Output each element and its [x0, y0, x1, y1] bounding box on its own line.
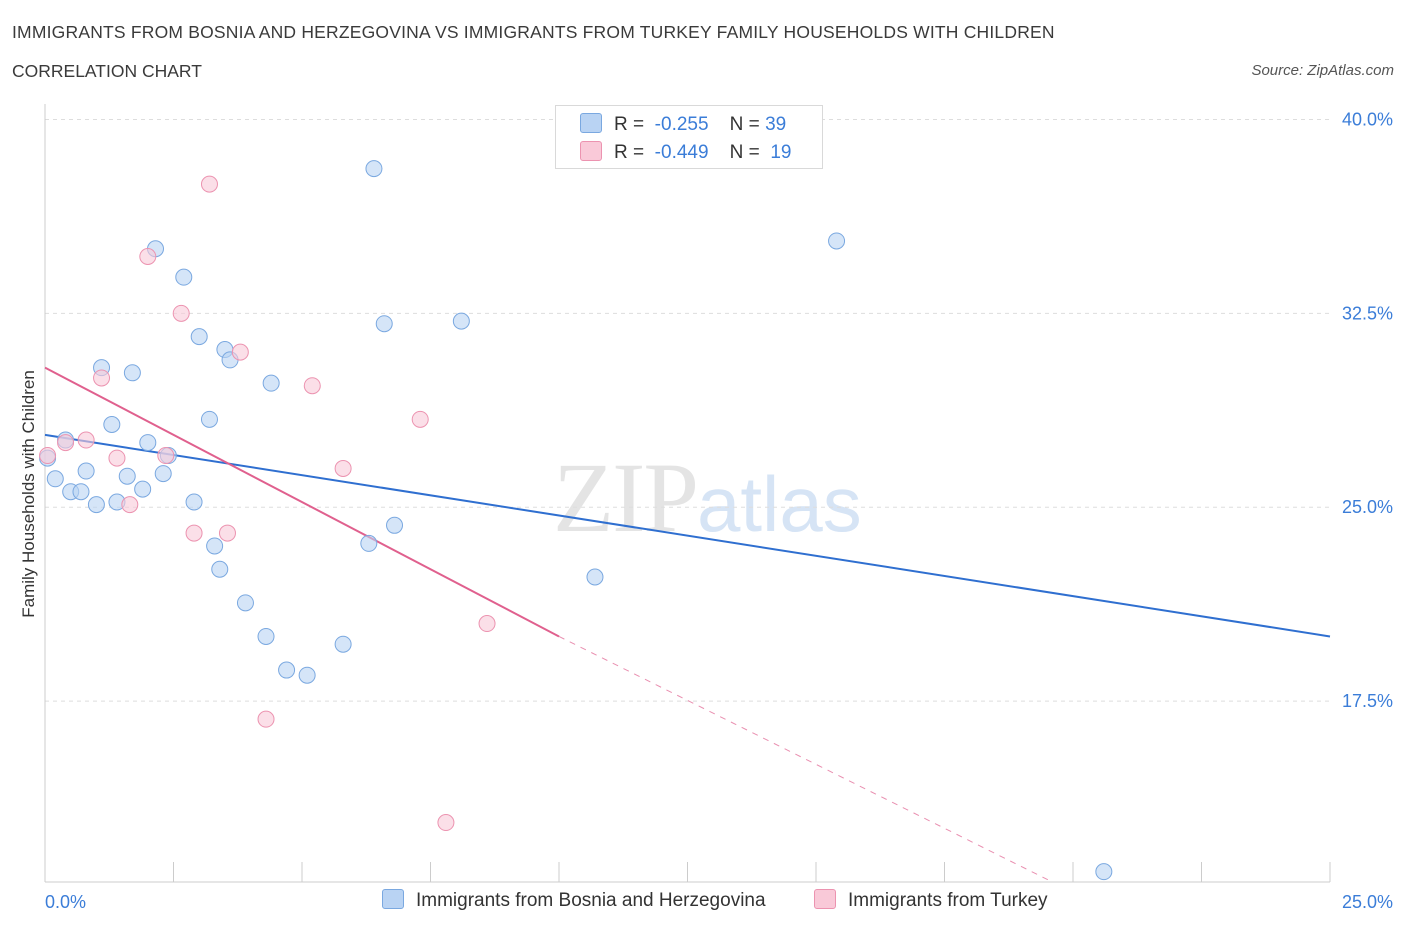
point-turkey — [200, 175, 218, 193]
point-turkey — [411, 410, 429, 428]
legend-item-bosnia: Immigrants from Bosnia and Herzegovina — [382, 889, 766, 912]
point-bosnia — [87, 496, 105, 514]
point-turkey — [303, 377, 321, 395]
point-bosnia — [211, 560, 229, 578]
point-bosnia — [118, 467, 136, 485]
point-bosnia — [190, 328, 208, 346]
trendline-turkey — [558, 636, 1053, 883]
point-bosnia — [360, 534, 378, 552]
stats-legend-row-turkey: R = -0.449 N = 19 — [580, 141, 791, 165]
point-bosnia — [278, 661, 296, 679]
trendline-turkey — [44, 366, 560, 638]
r-value: -0.449 — [654, 142, 709, 163]
trendline-bosnia — [44, 433, 1331, 638]
point-bosnia — [72, 483, 90, 501]
chart-title: IMMIGRANTS FROM BOSNIA AND HERZEGOVINA V… — [12, 22, 1055, 42]
r-value: -0.255 — [654, 114, 709, 135]
point-turkey — [57, 434, 75, 452]
point-bosnia — [123, 364, 141, 382]
point-turkey — [157, 447, 175, 465]
point-turkey — [172, 304, 190, 322]
point-turkey — [218, 524, 236, 542]
point-turkey — [121, 496, 139, 514]
point-turkey — [231, 343, 249, 361]
point-turkey — [108, 449, 126, 467]
stats-legend: R = -0.255 N = 39 R = -0.449 N = 19 — [555, 105, 823, 169]
x-tick-label: 25.0% — [1342, 892, 1393, 912]
point-turkey — [257, 710, 275, 728]
legend-label: Immigrants from Bosnia and Herzegovina — [416, 890, 766, 911]
n-label: N = — [729, 142, 760, 163]
y-tick-label: 25.0% — [1342, 497, 1393, 517]
watermark-atlas: atlas — [697, 460, 862, 548]
point-bosnia — [154, 465, 172, 483]
y-tick-label: 17.5% — [1342, 691, 1393, 711]
point-turkey — [77, 431, 95, 449]
zipatlas-watermark: ZIPatlas — [553, 440, 862, 555]
point-bosnia — [134, 480, 152, 498]
point-bosnia — [236, 594, 254, 612]
point-turkey — [139, 247, 157, 265]
point-bosnia — [200, 410, 218, 428]
point-bosnia — [257, 627, 275, 645]
stats-legend-row-bosnia: R = -0.255 N = 39 — [580, 113, 786, 137]
chart-subtitle: CORRELATION CHART — [12, 61, 202, 81]
point-bosnia — [1095, 863, 1113, 881]
point-bosnia — [586, 568, 604, 586]
point-turkey — [185, 524, 203, 542]
bosnia-swatch — [580, 113, 602, 133]
point-bosnia — [298, 666, 316, 684]
n-label: N = — [729, 114, 760, 135]
y-tick-label: 40.0% — [1342, 110, 1393, 130]
tick-labels: 40.0% 32.5% 25.0% 17.5% 0.0% 25.0% — [45, 110, 1393, 912]
point-bosnia — [139, 434, 157, 452]
r-label: R = — [614, 142, 645, 163]
point-bosnia — [206, 537, 224, 555]
point-turkey — [334, 459, 352, 477]
legend-item-turkey: Immigrants from Turkey — [814, 889, 1048, 912]
x-tick-label: 0.0% — [45, 892, 86, 912]
point-turkey — [39, 447, 57, 465]
point-turkey — [437, 814, 455, 832]
turkey-swatch — [580, 141, 602, 161]
point-bosnia — [386, 516, 404, 534]
bosnia-swatch — [382, 889, 404, 909]
r-label: R = — [614, 114, 645, 135]
trendlines — [44, 366, 1331, 883]
n-value: 19 — [770, 142, 792, 163]
y-tick-label: 32.5% — [1342, 303, 1393, 323]
point-bosnia — [103, 416, 121, 434]
point-turkey — [478, 615, 496, 633]
point-turkey — [93, 369, 111, 387]
point-bosnia — [334, 635, 352, 653]
legend-label: Immigrants from Turkey — [848, 890, 1048, 911]
point-bosnia — [365, 160, 383, 178]
axes — [44, 104, 1331, 883]
point-bosnia — [175, 268, 193, 286]
data-points — [39, 160, 1113, 881]
point-bosnia — [828, 232, 846, 250]
point-bosnia — [46, 470, 64, 488]
point-bosnia — [185, 493, 203, 511]
point-bosnia — [77, 462, 95, 480]
source-label: Source: ZipAtlas.com — [1251, 62, 1394, 79]
turkey-swatch — [814, 889, 836, 909]
point-bosnia — [262, 374, 280, 392]
point-bosnia — [375, 315, 393, 333]
y-axis-label: Family Households with Children — [19, 370, 38, 618]
n-value: 39 — [765, 114, 787, 135]
point-bosnia — [452, 312, 470, 330]
grid-lines — [45, 119, 1330, 702]
